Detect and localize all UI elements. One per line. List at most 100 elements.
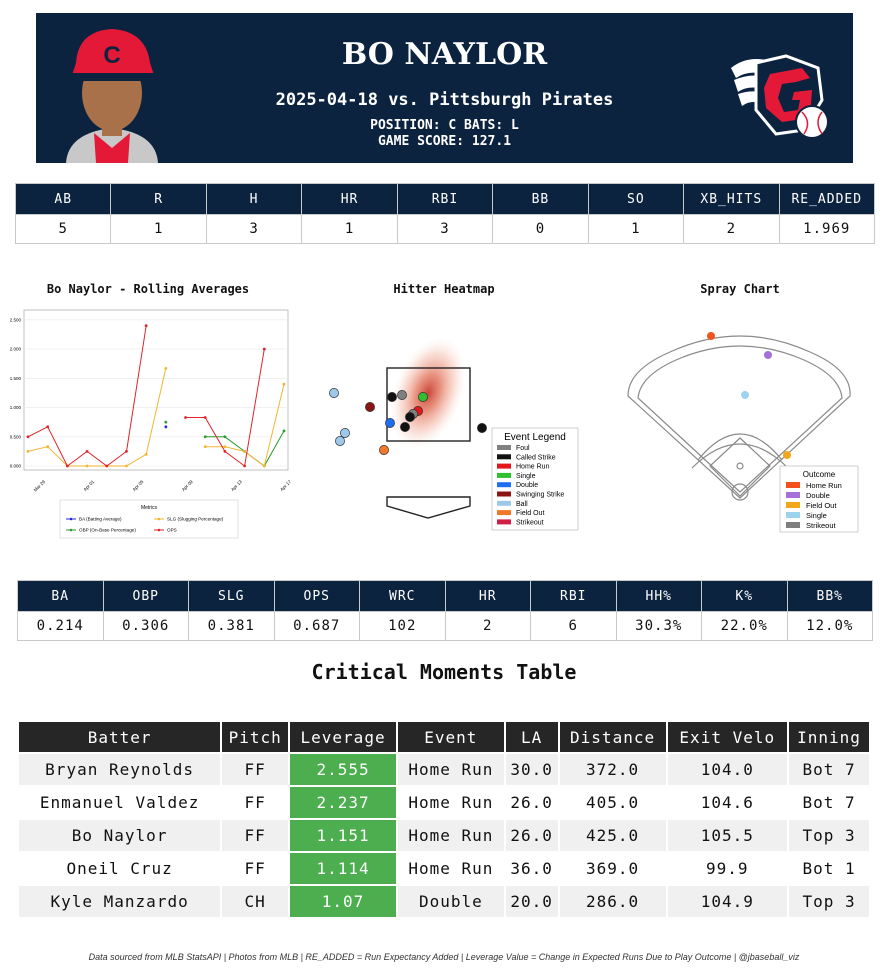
series-point <box>204 435 207 438</box>
critical-cell: Double <box>398 886 504 917</box>
season-stat-value: 6 <box>531 612 617 641</box>
pitch-point <box>418 392 427 401</box>
critical-moments-table: Batter Pitch Leverage Event LA Distance Exit V… <box>17 720 871 919</box>
series-point <box>243 465 246 468</box>
y-tick-label: 2.500 <box>10 317 22 322</box>
spray-point <box>783 451 791 459</box>
game-stat-header: XB_HITS <box>684 184 779 215</box>
legend-label: Home Run <box>806 481 842 490</box>
legend-marker <box>158 518 161 521</box>
series-point <box>204 445 207 448</box>
legend-swatch <box>497 454 511 459</box>
event-legend-title: Event Legend <box>504 432 566 443</box>
critical-row: Oneil Cruz FF 1.114 Home Run 36.0 369.0 99.9 Bo… <box>19 853 869 884</box>
critical-cell: 372.0 <box>560 754 666 785</box>
critical-cell: Top 3 <box>789 886 869 917</box>
critical-cell: Home Run <box>398 754 504 785</box>
game-stat-value: 2 <box>684 215 779 244</box>
legend-swatch <box>786 512 800 518</box>
y-tick-label: 0.000 <box>10 464 22 469</box>
legend-swatch <box>497 492 511 497</box>
legend-label: Strikeout <box>516 519 544 526</box>
legend-label: Single <box>516 473 536 480</box>
series-point <box>224 450 227 453</box>
pitch-point <box>335 436 344 445</box>
critical-cell: 425.0 <box>560 820 666 851</box>
legend-label: Double <box>516 482 538 489</box>
series-point <box>86 450 89 453</box>
footer-note: Data sourced from MLB StatsAPI | Photos … <box>0 952 888 962</box>
series-point <box>105 465 108 468</box>
series-point <box>184 416 187 419</box>
critical-cell: Home Run <box>398 853 504 884</box>
rolling-legend-title: Metrics <box>141 505 158 511</box>
series-point <box>263 465 266 468</box>
series-point <box>243 450 246 453</box>
home-plate-icon <box>387 497 470 518</box>
legend-swatch <box>497 473 511 478</box>
critical-header: Event <box>398 722 504 752</box>
series-point <box>283 430 286 433</box>
game-stat-value: 5 <box>16 215 111 244</box>
season-stats-table: BA OBP SLG OPS WRC HR RBI HH% K% BB% 0.2… <box>17 580 873 641</box>
critical-cell: 30.0 <box>506 754 558 785</box>
critical-cell: FF <box>222 820 288 851</box>
series-point <box>86 465 89 468</box>
legend-label: Ball <box>516 501 528 508</box>
series-point <box>224 445 227 448</box>
critical-cell: Bot 7 <box>789 754 869 785</box>
legend-marker <box>158 529 161 532</box>
game-stat-value: 1 <box>111 215 206 244</box>
critical-cell: Bot 1 <box>789 853 869 884</box>
x-tick-label: Apr 13 <box>230 479 243 492</box>
critical-row: Kyle Manzardo CH 1.07 Double 20.0 286.0 104.9 T… <box>19 886 869 917</box>
pitch-point <box>340 428 349 437</box>
critical-cell: FF <box>222 754 288 785</box>
critical-cell: 26.0 <box>506 820 558 851</box>
critical-cell: Bryan Reynolds <box>19 754 220 785</box>
spray-point <box>707 332 715 340</box>
season-stat-header: RBI <box>531 581 617 612</box>
critical-cell: Home Run <box>398 787 504 818</box>
season-stat-header: BA <box>18 581 104 612</box>
critical-header: Exit Velo <box>668 722 788 752</box>
series-point <box>125 450 128 453</box>
critical-header: LA <box>506 722 558 752</box>
critical-cell: Oneil Cruz <box>19 853 220 884</box>
legend-marker <box>70 529 73 532</box>
series-point <box>164 425 167 428</box>
rolling-averages-chart: 0.000 0.500 1.000 1.500 2.000 2.500 Mar 29 Apr… <box>0 300 300 545</box>
legend-label: Field Out <box>806 501 837 510</box>
series-point <box>204 416 207 419</box>
critical-row: Enmanuel Valdez FF 2.237 Home Run 26.0 405.0 1… <box>19 787 869 818</box>
leverage-cell: 1.151 <box>290 820 396 851</box>
season-stat-header: HH% <box>616 581 702 612</box>
leverage-cell: 1.114 <box>290 853 396 884</box>
y-tick-label: 1.000 <box>10 405 22 410</box>
critical-moments-title: Critical Moments Table <box>0 660 888 684</box>
spray-point <box>741 391 749 399</box>
legend-label: Swinging Strike <box>516 492 564 499</box>
critical-cell: 405.0 <box>560 787 666 818</box>
pitch-point <box>400 422 409 431</box>
critical-cell: Kyle Manzardo <box>19 886 220 917</box>
legend-marker <box>70 518 73 521</box>
season-stat-value: 2 <box>445 612 531 641</box>
series-point <box>46 425 49 428</box>
critical-cell: 104.0 <box>668 754 788 785</box>
season-stat-header: HR <box>445 581 531 612</box>
series-point <box>27 435 30 438</box>
game-stat-header: RBI <box>397 184 492 215</box>
season-stat-value: 0.381 <box>189 612 275 641</box>
critical-cell: 369.0 <box>560 853 666 884</box>
season-stat-header: OBP <box>103 581 189 612</box>
critical-header: Distance <box>560 722 666 752</box>
pitch-point <box>365 402 374 411</box>
y-tick-label: 2.000 <box>10 347 22 352</box>
critical-header: Pitch <box>222 722 288 752</box>
season-stat-value: 102 <box>360 612 446 641</box>
season-stat-header: K% <box>702 581 788 612</box>
critical-row: Bryan Reynolds FF 2.555 Home Run 30.0 372.0 10… <box>19 754 869 785</box>
x-tick-label: Apr 01 <box>82 479 95 492</box>
legend-swatch <box>497 464 511 469</box>
